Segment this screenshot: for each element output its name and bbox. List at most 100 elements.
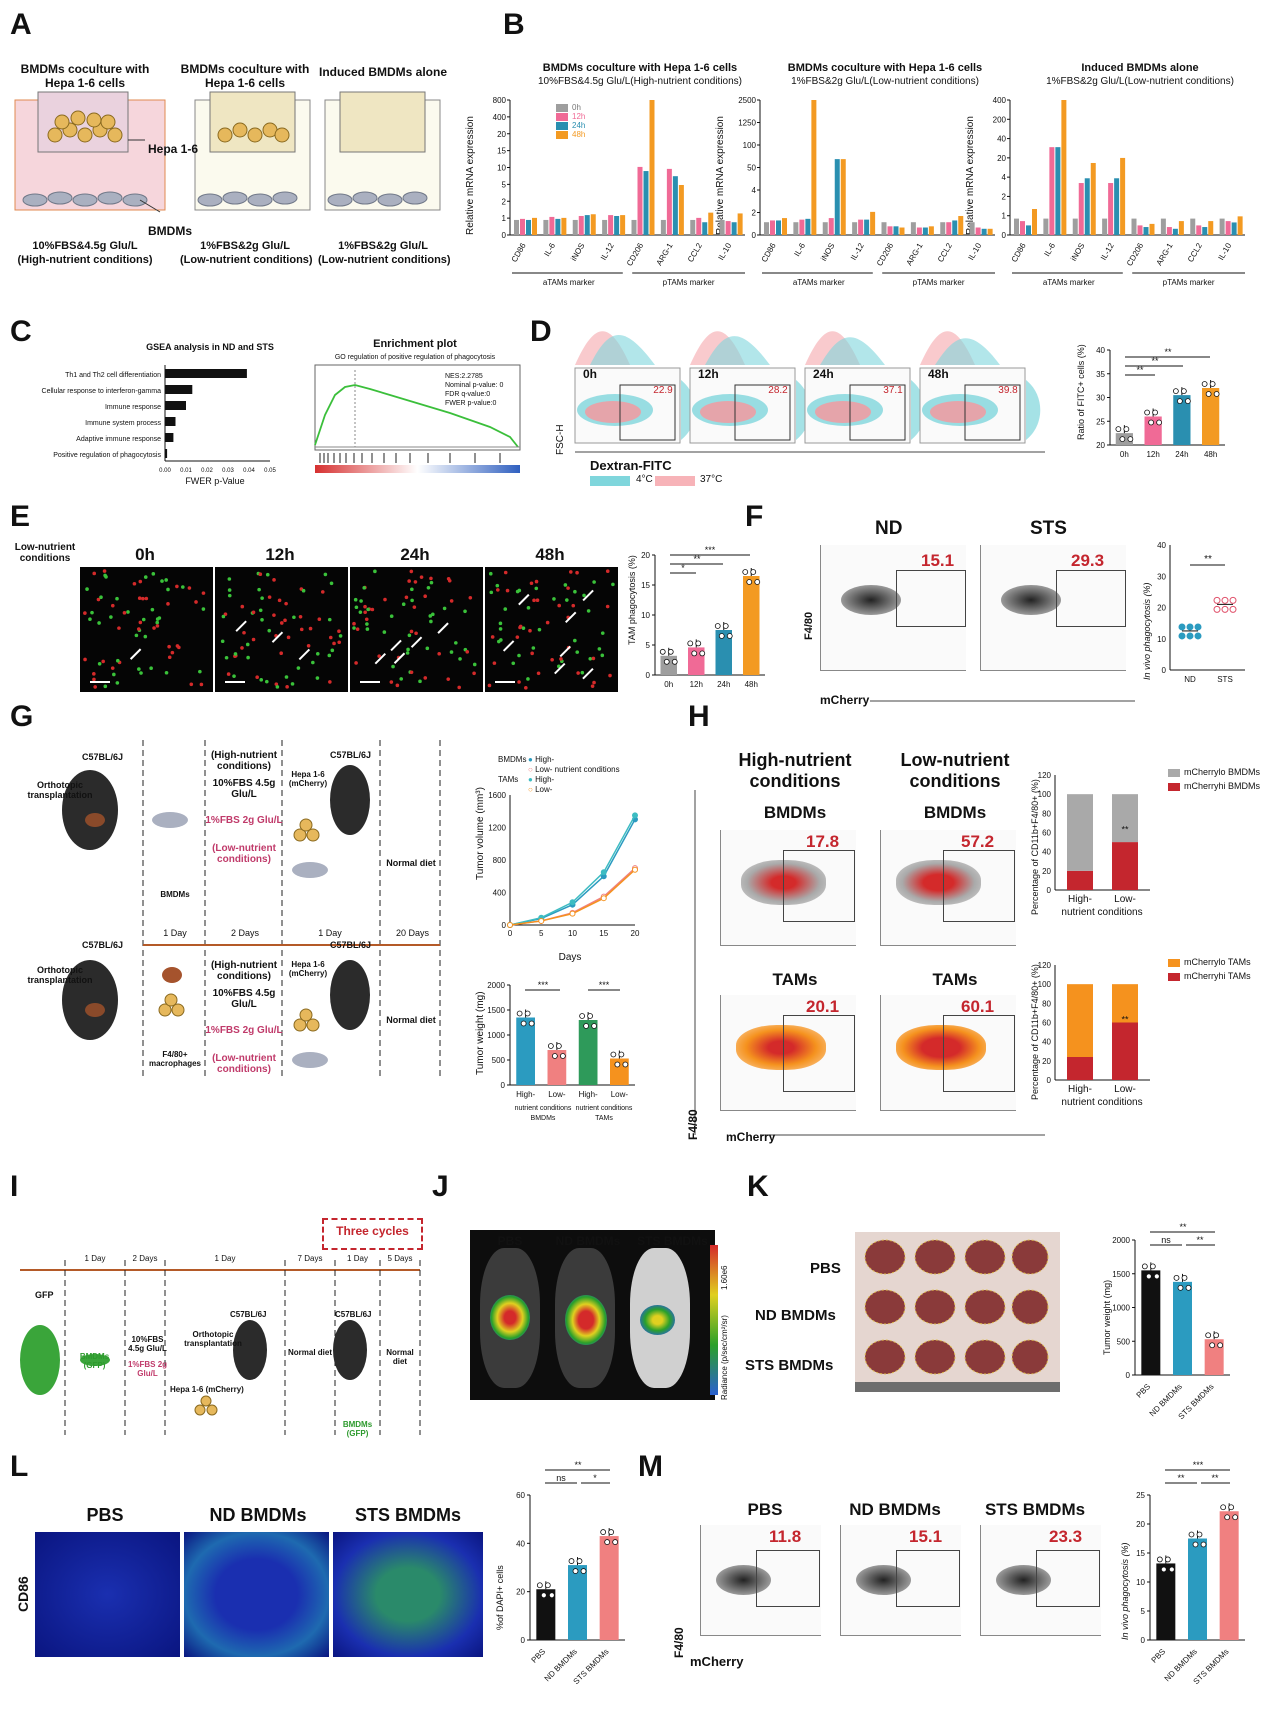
e-cell xyxy=(573,589,577,594)
g-low-media-2: 1%FBS 2g Glu/L xyxy=(205,1025,283,1036)
f-xlabel: mCherry xyxy=(820,693,870,707)
e-cell xyxy=(600,631,605,635)
b-ytick-label: 2 xyxy=(1002,192,1007,201)
panel-label-h: H xyxy=(688,700,710,733)
g-wt-point xyxy=(551,1053,558,1059)
e-cell xyxy=(534,579,539,584)
d-xlabel: Dextran-FITC xyxy=(590,458,672,473)
b-bar xyxy=(969,222,975,235)
e-cell xyxy=(258,572,263,577)
m-flow-pbs: 11.8 xyxy=(700,1525,821,1636)
e-cell xyxy=(97,662,102,666)
k-point xyxy=(1205,1332,1212,1339)
b-ytick-label: 100 xyxy=(743,141,757,150)
h-bar-lo xyxy=(1067,984,1093,1057)
b-bar xyxy=(719,219,725,235)
e-ytick-label: 5 xyxy=(646,641,651,650)
e-cell xyxy=(552,597,556,601)
b-bar xyxy=(660,219,666,235)
l-point xyxy=(580,1568,587,1574)
panel-label-l: L xyxy=(10,1450,29,1483)
e-cell xyxy=(85,587,89,591)
e-cell xyxy=(409,629,414,634)
m-point xyxy=(1188,1531,1195,1538)
e-cell xyxy=(492,661,497,665)
b-ytick-label: 2500 xyxy=(738,96,756,105)
d-gate-value: 22.9 xyxy=(653,385,673,396)
e-point xyxy=(726,633,733,639)
e-cell xyxy=(600,653,605,658)
e-arrow xyxy=(565,611,577,624)
e-cell xyxy=(429,580,434,585)
f-point xyxy=(1178,623,1186,631)
g-wt-point xyxy=(610,1051,617,1058)
i-ortho: Orthotopic transplantation xyxy=(184,1330,242,1348)
e-cell xyxy=(495,583,500,588)
b-bar xyxy=(702,222,708,235)
b-ptams-label: pTAMs marker xyxy=(913,278,965,287)
e-cell xyxy=(103,684,108,689)
l-ytick-label: 20 xyxy=(516,1588,525,1597)
a-cond-2b: (Low-nutrient conditions) xyxy=(180,254,313,266)
e-xtick-label: 0h xyxy=(664,680,673,689)
e-cell xyxy=(220,639,225,644)
b-bar xyxy=(1172,228,1178,235)
e-cell xyxy=(468,595,473,600)
h-ytick-label: 100 xyxy=(1038,790,1052,799)
e-cell xyxy=(365,622,369,626)
e-sig: * xyxy=(681,563,685,573)
d-ytick-label: 25 xyxy=(1096,417,1105,426)
e-arrow xyxy=(410,636,423,648)
d-bar xyxy=(1202,388,1220,445)
g-wt-sub: TAMs xyxy=(595,1115,613,1122)
g-wt-point xyxy=(591,1023,598,1029)
e-arrow xyxy=(390,639,402,652)
e-cell xyxy=(429,576,433,581)
e-cell xyxy=(83,611,87,615)
e-cell xyxy=(454,641,458,645)
e-cell xyxy=(299,627,304,632)
e-xtick-label: 24h xyxy=(717,680,730,689)
b-ytick-label: 0 xyxy=(1002,231,1007,240)
e-cell xyxy=(605,604,610,609)
b-bar xyxy=(1231,222,1237,235)
b-ytick-label: 400 xyxy=(493,113,507,122)
b-bar xyxy=(578,215,584,235)
j-color-scale xyxy=(710,1245,718,1395)
h-ytick-label: 80 xyxy=(1042,809,1051,818)
g-high-2: (High-nutrient conditions) xyxy=(210,960,278,982)
e-cell xyxy=(425,646,430,651)
b-bar xyxy=(952,220,958,235)
e-cell xyxy=(175,644,180,648)
g-vol-ytick-label: 0 xyxy=(502,921,507,930)
g-vol-point xyxy=(569,910,576,917)
e-cell xyxy=(110,603,115,608)
e-cell xyxy=(472,662,477,667)
c-bar xyxy=(165,449,168,458)
e-cell xyxy=(498,627,503,631)
b-bar xyxy=(958,215,964,235)
e-cell xyxy=(175,584,179,589)
f-gate-nd xyxy=(896,570,966,627)
m-ytick-label: 20 xyxy=(1136,1520,1145,1529)
b-atams-label: aTAMs marker xyxy=(543,278,595,287)
b-ytick-label: 5 xyxy=(502,180,507,189)
g-vol-xlabel: Days xyxy=(558,952,582,963)
d-dots-37c xyxy=(930,401,986,423)
e-cell xyxy=(515,635,520,639)
e-cell xyxy=(167,655,172,660)
panel-label-k: K xyxy=(747,1170,769,1203)
g-wt-point xyxy=(520,1020,527,1027)
k-sig: ** xyxy=(1179,1222,1187,1232)
e-cell xyxy=(355,627,360,631)
g-mouse-1: C57BL/6J xyxy=(82,752,124,762)
m-point xyxy=(1200,1541,1207,1548)
e-cell xyxy=(138,620,143,625)
e-ytick-label: 10 xyxy=(641,611,650,620)
b-bar xyxy=(1131,218,1137,235)
d-time-label: 24h xyxy=(813,367,834,381)
e-point xyxy=(718,633,725,639)
d-point xyxy=(1184,398,1191,405)
